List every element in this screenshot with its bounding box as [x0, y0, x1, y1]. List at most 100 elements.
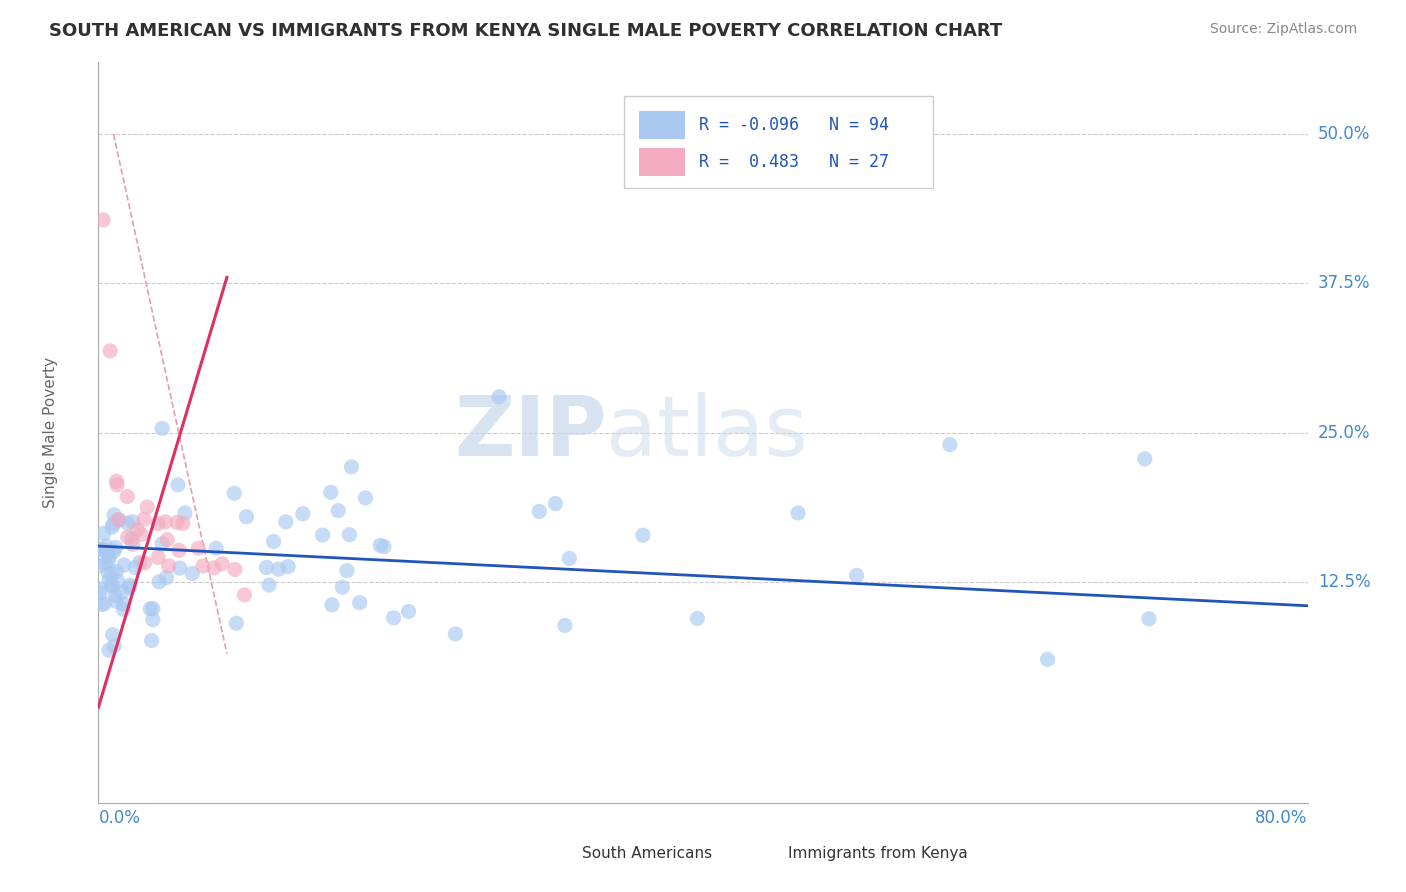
- Text: ZIP: ZIP: [454, 392, 606, 473]
- Point: [134, 512, 156, 526]
- Point: [340, 459, 363, 474]
- Point: [224, 562, 246, 576]
- Point: [90, 598, 112, 612]
- Point: [146, 516, 169, 531]
- Point: [121, 515, 143, 529]
- Point: [939, 437, 962, 451]
- Point: [291, 507, 314, 521]
- Point: [156, 533, 179, 547]
- Point: [150, 537, 173, 551]
- Point: [277, 559, 299, 574]
- Point: [97, 549, 120, 564]
- Point: [263, 534, 285, 549]
- Point: [349, 596, 371, 610]
- Point: [205, 541, 228, 556]
- Point: [97, 566, 120, 581]
- Point: [134, 556, 156, 570]
- Point: [167, 543, 190, 558]
- Bar: [638, 111, 685, 138]
- Point: [256, 560, 278, 574]
- Point: [101, 579, 124, 593]
- Point: [224, 486, 246, 500]
- Point: [321, 598, 343, 612]
- Point: [89, 586, 111, 600]
- Point: [142, 601, 165, 615]
- Point: [554, 618, 576, 632]
- Point: [488, 390, 510, 404]
- Point: [142, 613, 165, 627]
- Point: [89, 558, 111, 573]
- Bar: [638, 147, 685, 176]
- Point: [103, 639, 125, 653]
- Point: [398, 605, 420, 619]
- Point: [93, 542, 115, 557]
- Point: [91, 213, 114, 227]
- Point: [107, 574, 129, 588]
- Point: [1133, 451, 1156, 466]
- Point: [107, 513, 129, 527]
- Point: [112, 597, 135, 611]
- Point: [129, 527, 152, 541]
- Point: [155, 515, 177, 529]
- Point: [98, 343, 121, 358]
- Point: [112, 602, 135, 616]
- FancyBboxPatch shape: [624, 95, 932, 188]
- Point: [105, 477, 128, 491]
- Point: [96, 545, 118, 559]
- Point: [105, 475, 128, 489]
- Point: [117, 516, 139, 530]
- Text: 12.5%: 12.5%: [1319, 573, 1371, 591]
- Point: [108, 513, 131, 527]
- Point: [233, 588, 256, 602]
- Point: [94, 557, 117, 571]
- Point: [136, 500, 159, 515]
- Point: [845, 568, 868, 582]
- Point: [93, 597, 115, 611]
- Point: [167, 478, 190, 492]
- Point: [89, 582, 111, 596]
- Point: [128, 555, 150, 569]
- Point: [104, 594, 127, 608]
- Point: [98, 574, 121, 588]
- Point: [373, 540, 395, 554]
- Point: [529, 504, 551, 518]
- Point: [148, 574, 170, 589]
- Point: [631, 528, 654, 542]
- Bar: [745, 844, 779, 864]
- Point: [274, 515, 297, 529]
- Point: [225, 616, 247, 631]
- Point: [115, 490, 138, 504]
- Point: [686, 611, 709, 625]
- Point: [155, 571, 177, 585]
- Point: [267, 562, 290, 576]
- Bar: [540, 844, 574, 864]
- Point: [332, 580, 354, 594]
- Point: [444, 627, 467, 641]
- Text: atlas: atlas: [606, 392, 808, 473]
- Point: [202, 561, 225, 575]
- Point: [112, 558, 135, 572]
- Point: [124, 561, 146, 575]
- Text: South Americans: South Americans: [582, 846, 713, 861]
- Point: [94, 544, 117, 558]
- Point: [139, 602, 162, 616]
- Text: 0.0%: 0.0%: [98, 809, 141, 827]
- Point: [150, 421, 173, 435]
- Point: [127, 523, 149, 537]
- Point: [98, 643, 121, 657]
- Point: [166, 516, 188, 530]
- Text: 37.5%: 37.5%: [1319, 275, 1371, 293]
- Point: [103, 508, 125, 522]
- Point: [235, 509, 257, 524]
- Point: [1137, 612, 1160, 626]
- Point: [558, 551, 581, 566]
- Point: [187, 541, 209, 556]
- Point: [97, 552, 120, 566]
- Point: [103, 544, 125, 558]
- Text: Immigrants from Kenya: Immigrants from Kenya: [787, 846, 967, 861]
- Text: SOUTH AMERICAN VS IMMIGRANTS FROM KENYA SINGLE MALE POVERTY CORRELATION CHART: SOUTH AMERICAN VS IMMIGRANTS FROM KENYA …: [49, 22, 1002, 40]
- Point: [181, 566, 204, 581]
- Point: [211, 557, 233, 571]
- Point: [93, 526, 115, 541]
- Point: [257, 578, 280, 592]
